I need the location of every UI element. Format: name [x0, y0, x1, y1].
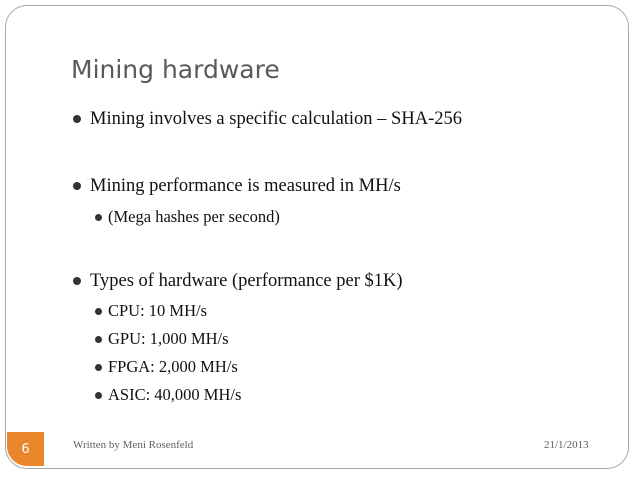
sub-bullet-item: ASIC: 40,000 MH/s [95, 384, 241, 406]
footer-author: Written by Meni Rosenfeld [73, 439, 194, 451]
bullet-item: Mining performance is measured in MH/s [73, 174, 401, 198]
bullet-text: ASIC: 40,000 MH/s [108, 385, 242, 404]
bullet-text: CPU: 10 MH/s [108, 301, 208, 320]
bullet-dot-icon [73, 182, 81, 190]
bullet-text: Mining involves a specific calculation –… [90, 109, 462, 129]
bullet-item: Types of hardware (performance per $1K) [73, 269, 403, 293]
sub-bullet-item: CPU: 10 MH/s [95, 300, 207, 322]
slide-number-badge: 6 [7, 432, 44, 466]
sub-bullet-item: FPGA: 2,000 MH/s [95, 356, 238, 378]
slide-title: Mining hardware [71, 55, 280, 84]
slide-frame [5, 5, 629, 469]
bullet-dot-icon [95, 307, 102, 315]
bullet-dot-icon [73, 277, 81, 285]
bullet-text: Mining performance is measured in MH/s [90, 176, 401, 196]
bullet-item: Mining involves a specific calculation –… [73, 107, 462, 131]
bullet-text: Types of hardware (performance per $1K) [90, 271, 403, 291]
footer-date: 21/1/2013 [544, 439, 589, 451]
bullet-dot-icon [73, 115, 81, 123]
bullet-dot-icon [95, 335, 102, 343]
bullet-text: GPU: 1,000 MH/s [108, 329, 229, 348]
bullet-dot-icon [95, 213, 102, 221]
bullet-dot-icon [95, 363, 102, 371]
bullet-text: FPGA: 2,000 MH/s [108, 357, 238, 376]
bullet-dot-icon [95, 391, 102, 399]
sub-bullet-item: GPU: 1,000 MH/s [95, 328, 229, 350]
bullet-text: (Mega hashes per second) [108, 207, 280, 226]
sub-bullet-item: (Mega hashes per second) [95, 206, 280, 228]
